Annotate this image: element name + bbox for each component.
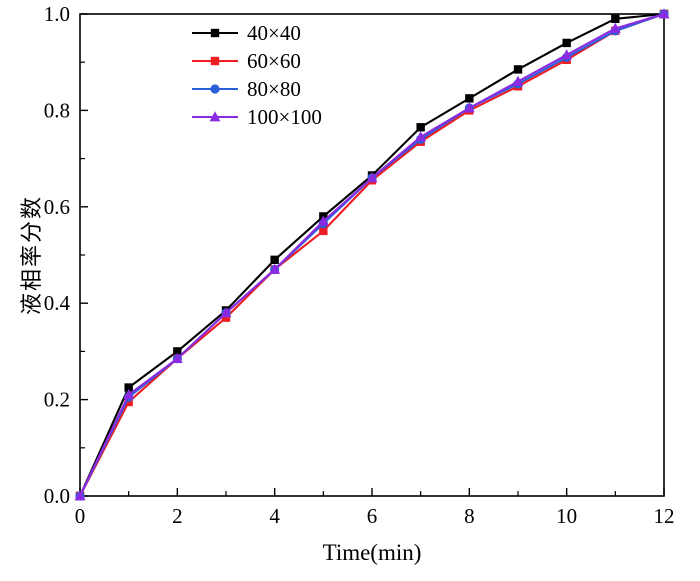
marker-square: [611, 14, 620, 24]
legend-label: 40×40: [247, 21, 301, 45]
marker-triangle: [463, 102, 475, 113]
marker-triangle: [561, 49, 573, 60]
y-tick-label: 0.0: [44, 484, 70, 508]
marker-triangle: [123, 388, 135, 400]
marker-triangle: [74, 490, 86, 501]
marker-square: [465, 94, 474, 103]
y-axis-title: 液相率分数: [19, 194, 44, 316]
series-line: [79, 13, 665, 497]
marker-square: [210, 28, 220, 38]
marker-triangle: [366, 172, 378, 183]
marker-square: [210, 56, 220, 66]
marker-square: [513, 65, 523, 74]
x-tick-label: 12: [654, 504, 675, 528]
y-tick-label: 0.6: [44, 195, 70, 219]
marker-triangle: [317, 215, 329, 226]
marker-square: [221, 313, 231, 322]
legend-label: 100×100: [247, 105, 322, 129]
marker-square: [124, 397, 133, 407]
x-tick-label: 4: [269, 504, 280, 528]
marker-triangle: [171, 352, 183, 364]
x-tick-label: 2: [172, 504, 183, 528]
legend-label: 80×80: [247, 77, 301, 101]
marker-square: [416, 123, 425, 132]
marker-square: [319, 226, 328, 236]
marker-square: [173, 347, 182, 356]
marker-triangle: [209, 111, 221, 122]
x-tick-label: 6: [367, 504, 378, 528]
marker-circle: [210, 84, 220, 94]
y-tick-label: 0.4: [44, 291, 71, 315]
x-tick-label: 10: [556, 504, 577, 528]
marker-square: [562, 38, 571, 48]
marker-triangle: [220, 307, 232, 318]
y-tick-label: 0.8: [44, 98, 70, 122]
marker-triangle: [658, 8, 670, 19]
series-line: [79, 12, 665, 497]
y-tick-label: 0.2: [44, 388, 70, 412]
marker-triangle: [512, 75, 524, 86]
marker-triangle: [609, 22, 621, 33]
marker-square: [124, 383, 133, 392]
marker-triangle: [269, 263, 281, 274]
series-line: [79, 13, 665, 497]
legend-label: 60×60: [247, 49, 301, 73]
x-axis-title: Time(min): [322, 540, 422, 565]
marker-triangle: [415, 131, 427, 142]
y-tick-label: 1.0: [44, 2, 70, 26]
series-line: [79, 12, 665, 497]
marker-square: [270, 255, 279, 265]
x-tick-label: 0: [75, 504, 86, 528]
plot-frame: [79, 13, 665, 497]
x-tick-label: 8: [464, 504, 475, 528]
